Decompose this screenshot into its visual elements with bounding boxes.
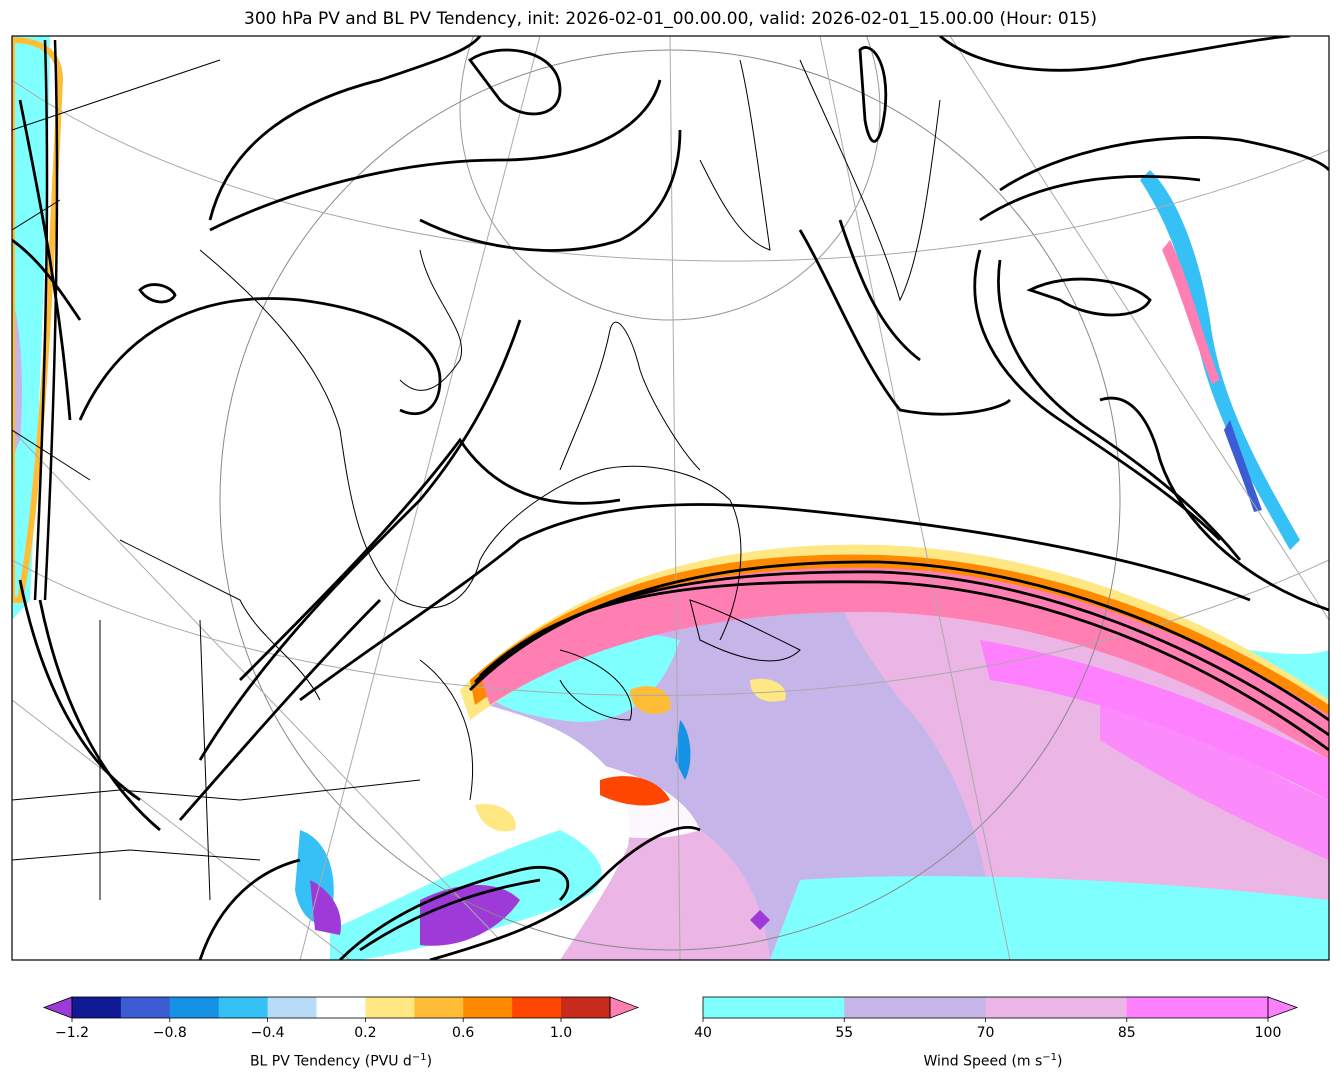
colorbar-extend-high	[609, 996, 640, 1019]
wind-speed-tick-label: 55	[835, 1025, 854, 1041]
colorbar-segment	[703, 997, 845, 1018]
pv-tendency-tick-label: 0.2	[354, 1025, 377, 1041]
colorbar-segment	[120, 997, 171, 1018]
colorbar-segment	[218, 997, 269, 1018]
wind-speed-tick-label: 85	[1117, 1025, 1136, 1041]
colorbar-segment	[463, 997, 513, 1018]
pv-tendency-colorbar	[42, 996, 640, 1022]
pv-tendency-tick-label: 0.6	[452, 1025, 475, 1041]
colorbar-segment	[414, 997, 464, 1018]
pv-tendency-tick-label: −0.4	[250, 1025, 285, 1041]
colorbar-segment	[169, 997, 220, 1018]
wind-speed-shading	[12, 36, 1329, 960]
wind-speed-tick-label: 70	[976, 1025, 995, 1041]
colorbar-segment	[72, 997, 122, 1018]
colorbar-segment	[1126, 997, 1269, 1018]
colorbar-extend-high	[1267, 996, 1299, 1019]
wind-speed-tick-label: 100	[1254, 1025, 1282, 1041]
colorbar-segment	[267, 997, 318, 1018]
colorbar-segment	[512, 997, 562, 1018]
colorbar-segment	[844, 997, 986, 1018]
colorbar-segment	[561, 997, 611, 1018]
colorbar-extend-low	[42, 996, 73, 1019]
pv-tendency-tick-label: −1.2	[55, 1025, 89, 1041]
wind-speed-tick-label: 40	[694, 1025, 712, 1041]
west-coast-contours	[33, 39, 59, 601]
wind-speed-colorbar-label: Wind Speed (m s−1)	[923, 1052, 1063, 1070]
pv-tendency-colorbar-label: BL PV Tendency (PVU d−1)	[249, 1052, 433, 1070]
colorbar-segment	[316, 997, 366, 1018]
wind-speed-colorbar	[702, 996, 1299, 1022]
pv-contours	[12, 36, 1329, 960]
colorbar-segment	[985, 997, 1128, 1018]
colorbar-segment	[365, 997, 415, 1018]
pv-tendency-shading	[12, 36, 1329, 946]
pv-tendency-tick-label: −0.8	[152, 1025, 187, 1041]
pv-tendency-tick-label: 1.0	[549, 1025, 573, 1041]
figure-title: 300 hPa PV and BL PV Tendency, init: 202…	[244, 9, 1097, 29]
